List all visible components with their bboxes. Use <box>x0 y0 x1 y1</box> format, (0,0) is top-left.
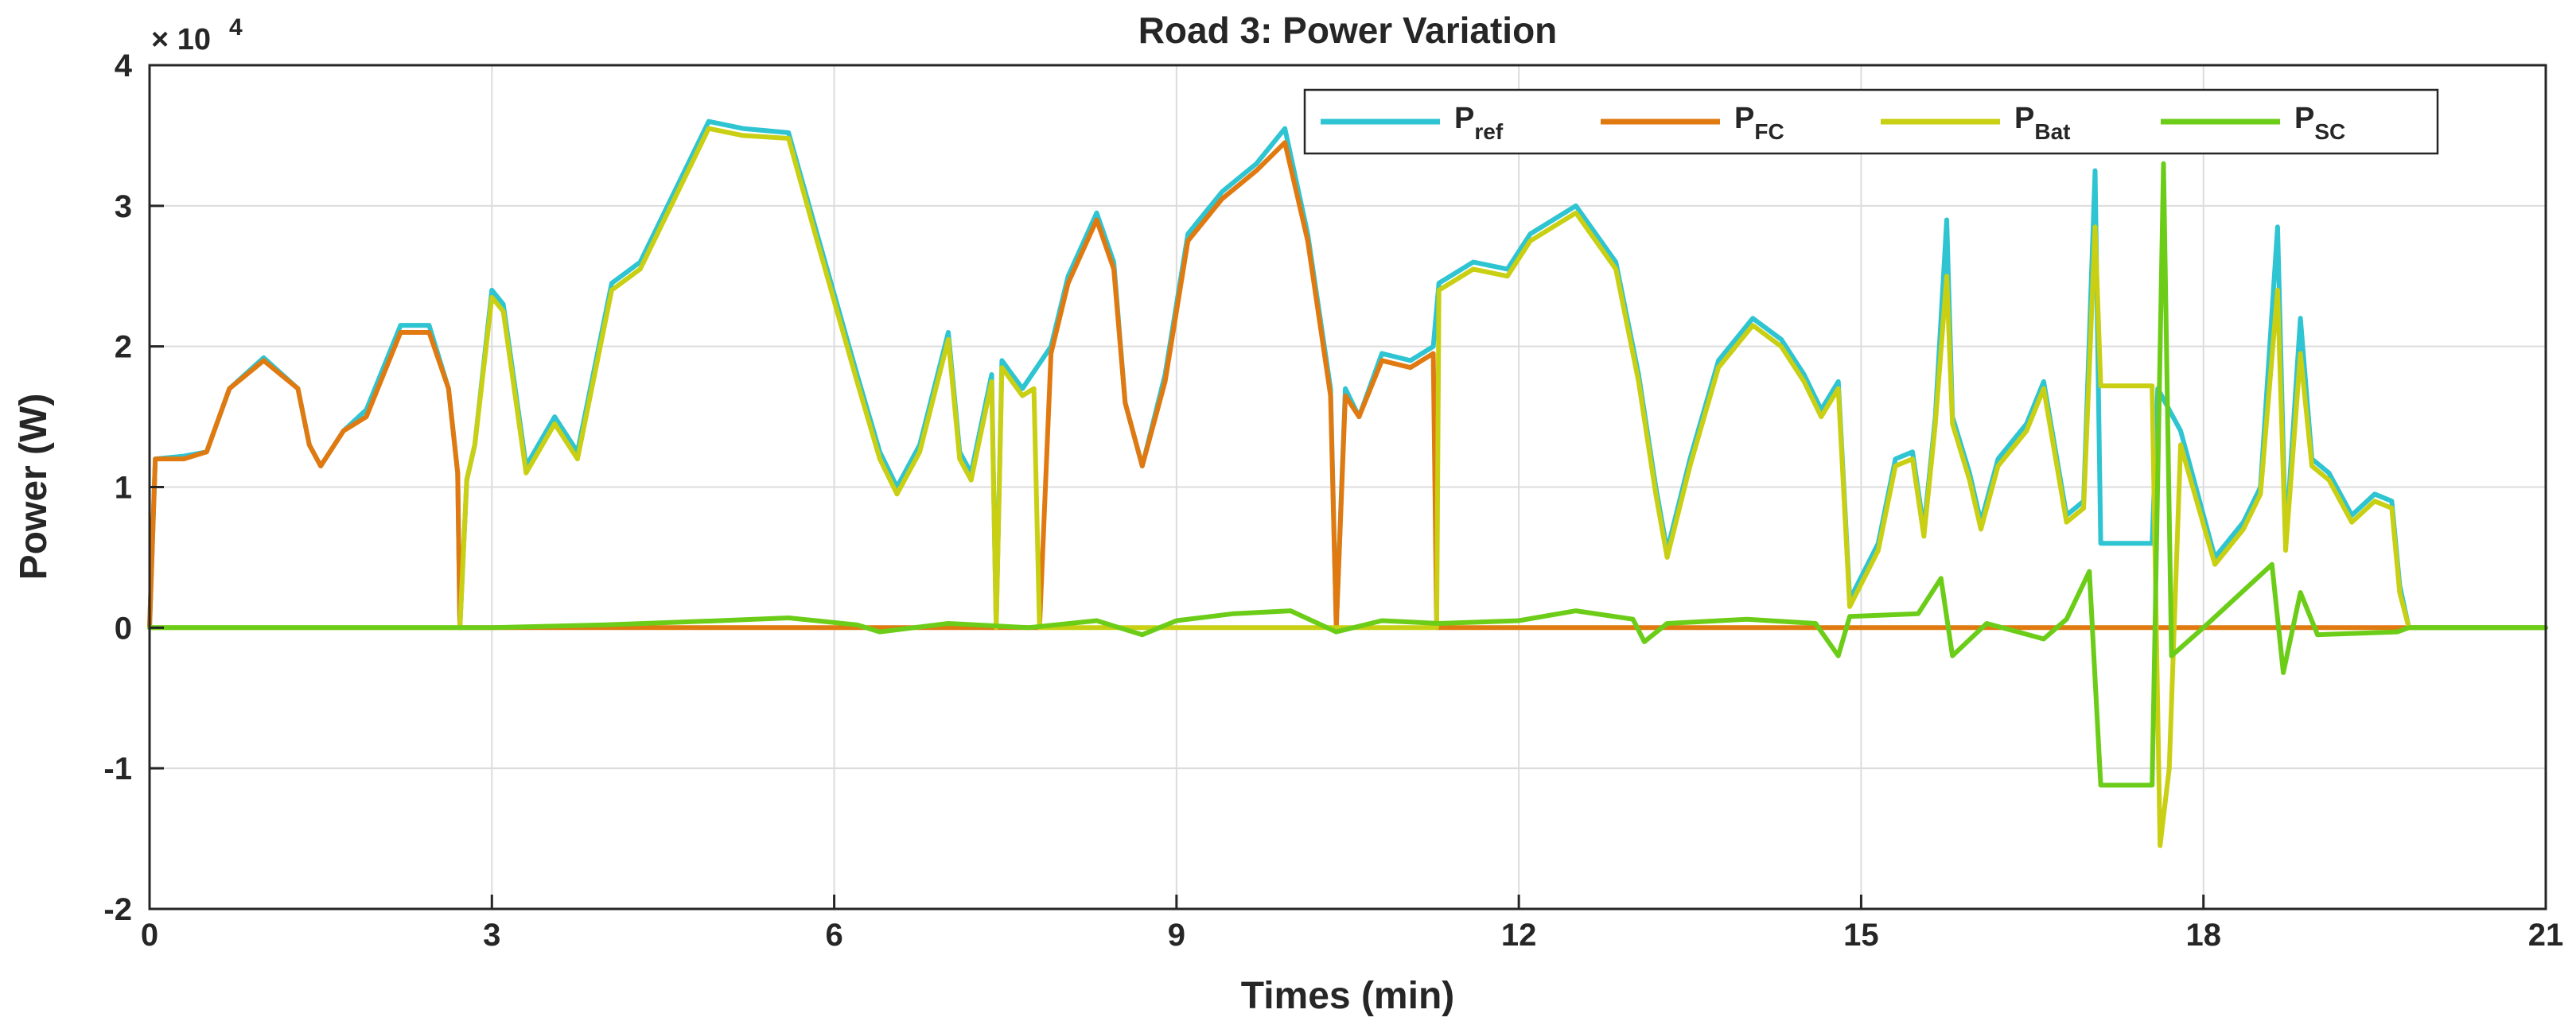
y-tick-label: 4 <box>115 49 133 83</box>
series-line-p-ref <box>147 118 2548 631</box>
y-tick-label: 1 <box>115 471 132 506</box>
x-tick-label: 21 <box>2528 918 2564 953</box>
legend-label: PSC <box>2294 102 2345 144</box>
x-axis-label: Times (min) <box>1241 975 1455 1017</box>
y-axis-label: Power (W) <box>13 394 55 581</box>
legend-label: PFC <box>1734 102 1784 144</box>
y-tick-label: -2 <box>103 892 132 927</box>
legend-entry-p-fc: PFC <box>1601 102 1784 144</box>
series-lines <box>147 118 2548 848</box>
x-tick-label: 12 <box>1501 918 1537 953</box>
x-tick-label: 9 <box>1168 918 1185 953</box>
legend-entry-p-bat: PBat <box>1881 102 2070 144</box>
y-tick-label: -1 <box>103 751 132 786</box>
chart-title: Road 3: Power Variation <box>1138 10 1558 51</box>
legend-entry-p-sc: PSC <box>2161 102 2345 144</box>
x-tick-label: 3 <box>483 918 500 953</box>
y-tick-label: 2 <box>115 330 132 365</box>
x-tick-label: 15 <box>1843 918 1879 953</box>
y-exponent-label: × 10 4 <box>151 14 243 56</box>
y-multiplier: × 10 <box>151 23 211 56</box>
legend: Pref PFC PBat PSC <box>1303 88 2439 155</box>
x-tick-label: 18 <box>2185 918 2221 953</box>
y-tick-label: 3 <box>115 189 132 224</box>
y-exponent: 4 <box>229 14 243 41</box>
series-line-p-bat <box>147 126 2548 848</box>
legend-entry-p-ref: Pref <box>1321 102 1504 144</box>
series-line-p-fc <box>147 140 2548 631</box>
legend-label: PBat <box>2014 102 2070 144</box>
x-tick-label: 0 <box>141 918 158 953</box>
series-line-p-sc <box>147 161 2548 788</box>
y-tick-label: 0 <box>115 611 132 646</box>
legend-label: Pref <box>1454 102 1504 144</box>
x-tick-label: 6 <box>825 918 842 953</box>
